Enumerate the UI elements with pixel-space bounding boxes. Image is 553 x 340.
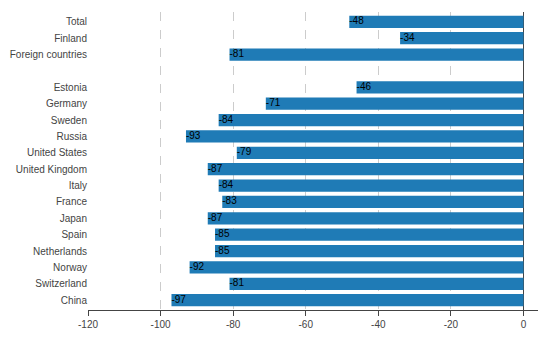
svg-text:Total: Total xyxy=(66,16,87,27)
svg-text:United Kingdom: United Kingdom xyxy=(16,164,87,175)
svg-text:-71: -71 xyxy=(266,97,281,108)
svg-text:-84: -84 xyxy=(219,179,234,190)
svg-text:Germany: Germany xyxy=(46,98,87,109)
svg-text:-80: -80 xyxy=(226,319,241,330)
svg-text:Switzerland: Switzerland xyxy=(35,278,87,289)
svg-text:Sweden: Sweden xyxy=(51,115,87,126)
svg-text:-100: -100 xyxy=(151,319,171,330)
svg-text:Japan: Japan xyxy=(60,213,87,224)
svg-text:-83: -83 xyxy=(222,195,237,206)
svg-text:Spain: Spain xyxy=(61,229,87,240)
svg-text:France: France xyxy=(56,196,88,207)
svg-text:Netherlands: Netherlands xyxy=(33,246,87,257)
svg-text:-46: -46 xyxy=(357,81,372,92)
svg-text:-92: -92 xyxy=(190,261,205,272)
svg-text:-81: -81 xyxy=(230,277,245,288)
svg-text:-93: -93 xyxy=(186,130,201,141)
svg-text:Estonia: Estonia xyxy=(54,82,88,93)
svg-text:Italy: Italy xyxy=(69,180,87,191)
svg-text:-40: -40 xyxy=(371,319,386,330)
svg-text:-85: -85 xyxy=(215,228,230,239)
svg-text:-85: -85 xyxy=(215,245,230,256)
svg-text:-79: -79 xyxy=(237,146,252,157)
svg-text:United States: United States xyxy=(27,147,87,158)
svg-text:Foreign countries: Foreign countries xyxy=(10,49,87,60)
svg-text:-20: -20 xyxy=(444,319,459,330)
svg-text:-84: -84 xyxy=(219,114,234,125)
svg-text:Finland: Finland xyxy=(54,33,87,44)
svg-text:-97: -97 xyxy=(171,294,186,305)
svg-text:-87: -87 xyxy=(208,212,223,223)
svg-text:-120: -120 xyxy=(78,319,98,330)
svg-text:-60: -60 xyxy=(299,319,314,330)
svg-text:Norway: Norway xyxy=(53,262,87,273)
svg-text:-48: -48 xyxy=(349,15,364,26)
svg-text:Russia: Russia xyxy=(56,131,87,142)
svg-text:China: China xyxy=(61,295,88,306)
svg-text:-81: -81 xyxy=(230,48,245,59)
svg-text:-87: -87 xyxy=(208,163,223,174)
svg-text:0: 0 xyxy=(521,319,527,330)
svg-text:-34: -34 xyxy=(400,32,415,43)
